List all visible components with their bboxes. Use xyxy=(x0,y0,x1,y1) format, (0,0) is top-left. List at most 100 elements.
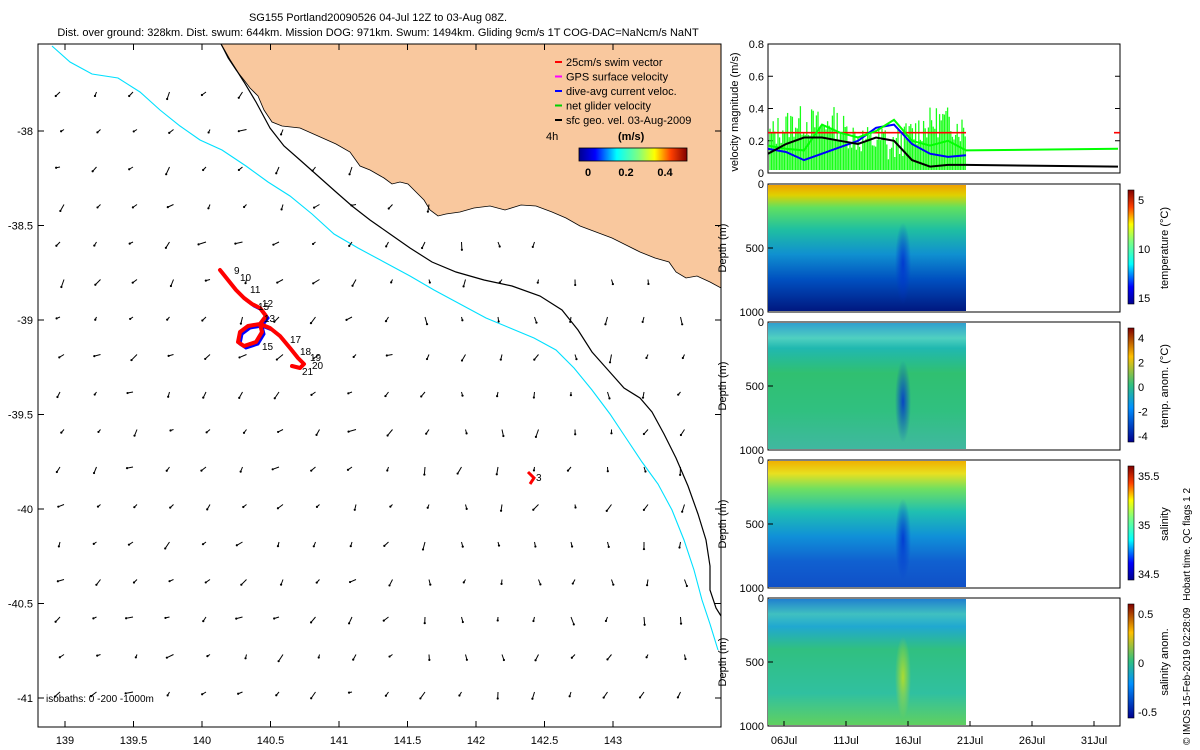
vector-head xyxy=(131,281,134,284)
vector-head xyxy=(534,545,537,548)
vector-head xyxy=(311,169,314,172)
surface-velocity-vector xyxy=(312,279,320,284)
surface-velocity-vector xyxy=(463,279,466,287)
vector-head xyxy=(348,173,351,176)
vector-head xyxy=(94,318,97,321)
vector-head xyxy=(456,472,459,475)
vector-head xyxy=(384,394,387,398)
section-ytick-label: 500 xyxy=(746,519,764,531)
vector-head xyxy=(460,248,463,251)
section-ytick-label: 0 xyxy=(758,455,764,467)
vector-head xyxy=(131,206,135,209)
vector-head xyxy=(207,131,210,134)
surface-velocity-vector xyxy=(198,241,207,245)
section-colorbar-tick: -0.5 xyxy=(1138,707,1157,719)
vector-head xyxy=(96,206,99,209)
vector-head xyxy=(350,204,353,207)
vector-head xyxy=(462,581,465,584)
vector-head xyxy=(425,357,429,361)
vector-head xyxy=(575,358,578,361)
dive-number-label: 19 xyxy=(310,353,322,364)
eddy-feature xyxy=(895,222,911,305)
surface-velocity-vector xyxy=(60,279,65,288)
vector-head xyxy=(384,694,387,697)
vector-head xyxy=(534,435,538,438)
vector-head xyxy=(679,622,683,625)
section-ytick-label: 0 xyxy=(758,317,764,329)
vector-head xyxy=(426,506,429,509)
surface-velocity-vector xyxy=(94,279,101,286)
glider-track xyxy=(218,268,536,485)
time-xtick-label: 11Jul xyxy=(833,735,858,747)
section-ytick-label: 1000 xyxy=(740,721,764,733)
glider-recovery-marker xyxy=(526,470,536,485)
map-ytick-label: -39 xyxy=(17,315,33,327)
section-ytick-label: 1000 xyxy=(740,583,764,595)
legend-label: dive-avg current veloc. xyxy=(566,86,677,98)
section-colorbar xyxy=(1127,327,1135,443)
vector-head xyxy=(606,658,609,661)
vector-head xyxy=(347,392,350,395)
map-xtick-label: 142.5 xyxy=(531,735,559,747)
map-ytick-label: -41 xyxy=(17,693,33,705)
vector-head xyxy=(465,507,468,510)
section-ytick-label: 500 xyxy=(746,381,764,393)
dive-number-label: 10 xyxy=(240,273,252,284)
isobath-200m-line xyxy=(51,45,719,651)
figure-title-line1: SG155 Portland20090526 04-Jul 12Z to 03-… xyxy=(249,12,507,24)
vector-head xyxy=(166,97,169,101)
vector-head xyxy=(638,696,642,699)
surface-velocity-vector xyxy=(134,429,138,436)
vector-head xyxy=(347,691,351,694)
surface-velocity-vector xyxy=(166,654,174,659)
vector-head xyxy=(56,580,59,583)
vector-head xyxy=(239,322,242,325)
section-panel-1: 0 500 1000 Depth (m) 5 10 15 temperature (°C) xyxy=(717,179,1171,319)
vector-head xyxy=(574,433,577,436)
vector-head xyxy=(279,583,283,586)
surface-velocity-vector xyxy=(238,129,247,132)
vector-head xyxy=(130,358,133,362)
section-colorbar-tick: 2 xyxy=(1138,358,1144,370)
surface-velocity-vector xyxy=(310,616,316,623)
vector-head xyxy=(681,323,684,326)
dive-number-label: 3 xyxy=(536,473,542,484)
surface-velocity-vector xyxy=(419,691,426,699)
map-ytick-label: -39.5 xyxy=(8,410,33,422)
vector-head xyxy=(461,319,464,322)
vector-head xyxy=(499,509,503,512)
surface-velocity-vector xyxy=(681,504,685,512)
vector-head xyxy=(569,320,572,323)
vector-head xyxy=(641,396,645,399)
surface-velocity-vector xyxy=(421,241,426,249)
vector-head xyxy=(276,507,280,510)
section-colorbar xyxy=(1127,465,1135,581)
vector-head xyxy=(643,623,646,626)
vector-head xyxy=(386,434,389,437)
vector-head xyxy=(423,622,426,625)
vector-head xyxy=(60,130,63,133)
vector-head xyxy=(200,93,204,97)
time-xtick-label: 31Jul xyxy=(1081,735,1107,747)
vector-head xyxy=(569,394,573,397)
surface-velocity-vector xyxy=(310,691,316,699)
vector-head xyxy=(352,658,355,661)
section-colorbar-tick: -4 xyxy=(1138,431,1148,443)
vector-head xyxy=(201,693,204,696)
vector-head xyxy=(54,620,57,623)
vector-head xyxy=(166,206,169,209)
vector-head xyxy=(353,508,356,511)
vector-head xyxy=(202,396,205,399)
vector-head xyxy=(92,542,95,545)
vector-head xyxy=(206,655,209,658)
vector-head xyxy=(533,358,536,361)
vector-head xyxy=(642,547,646,551)
surface-velocity-vector xyxy=(604,316,608,325)
section-colorbar-tick: 4 xyxy=(1138,333,1144,345)
vector-head xyxy=(429,583,432,586)
vector-head xyxy=(244,282,247,285)
section-colorbar-tick: 0 xyxy=(1138,382,1144,394)
